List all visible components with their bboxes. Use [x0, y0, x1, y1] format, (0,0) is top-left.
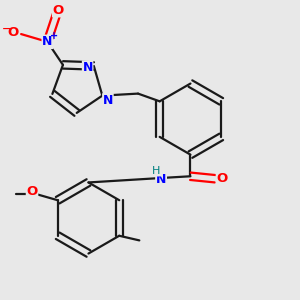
Text: −: − [2, 23, 11, 34]
Text: N: N [156, 173, 166, 186]
Text: +: + [50, 31, 58, 41]
Text: H: H [152, 166, 160, 176]
Text: N: N [103, 94, 113, 107]
Text: O: O [52, 4, 64, 17]
Text: N: N [82, 61, 93, 74]
Text: N: N [42, 35, 52, 48]
Text: O: O [8, 26, 19, 39]
Text: O: O [26, 185, 38, 198]
Text: O: O [216, 172, 228, 185]
